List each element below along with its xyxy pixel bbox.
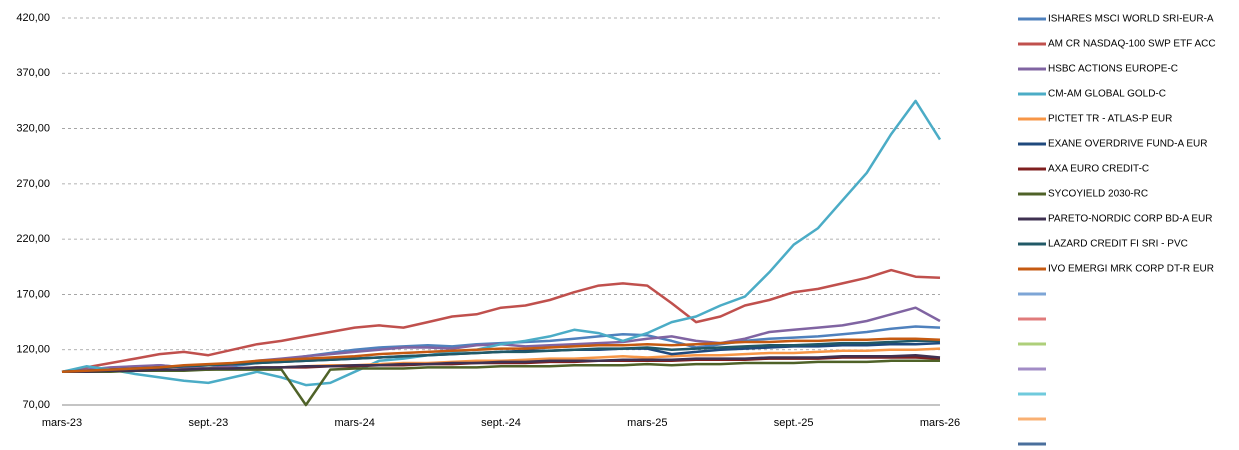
series-line	[61, 268, 941, 374]
x-tick-label: mars-25	[627, 417, 667, 429]
legend-label: IVO EMERGI MRK CORP DT-R EUR	[1048, 264, 1214, 275]
y-tick-label: 70,00	[22, 399, 50, 411]
legend-label: PARETO-NORDIC CORP BD-A EUR	[1048, 214, 1212, 225]
x-tick-label: mars-24	[334, 417, 374, 429]
series-line	[62, 353, 941, 374]
y-tick-label: 170,00	[16, 288, 50, 300]
y-tick-label: 270,00	[16, 178, 50, 190]
legend-label: ISHARES MSCI WORLD SRI-EUR-A	[1048, 14, 1214, 25]
legend-label: AM CR NASDAQ-100 SWP ETF ACC	[1048, 39, 1216, 50]
y-tick-label: 370,00	[16, 67, 50, 79]
x-tick-label: mars-23	[42, 417, 82, 429]
x-tick-label: sept.-23	[188, 417, 228, 429]
legend-label: LAZARD CREDIT FI SRI - PVC	[1048, 239, 1188, 250]
legend-label: AXA EURO CREDIT-C	[1048, 164, 1149, 175]
x-tick-label: sept.-25	[774, 417, 814, 429]
y-tick-label: 320,00	[16, 122, 50, 134]
legend-label: SYCOYIELD 2030-RC	[1048, 189, 1148, 200]
y-tick-label: 120,00	[16, 344, 50, 356]
series-line	[61, 99, 942, 387]
series-line	[61, 337, 941, 374]
y-tick-label: 220,00	[16, 233, 50, 245]
legend-label: EXANE OVERDRIVE FUND-A EUR	[1048, 139, 1207, 150]
legend: ISHARES MSCI WORLD SRI-EUR-A AM CR NASDAQ…	[1018, 14, 1216, 446]
x-tick-label: sept.-24	[481, 417, 521, 429]
legend-label: CM-AM GLOBAL GOLD-C	[1048, 89, 1166, 100]
legend-label: PICTET TR - ATLAS-P EUR	[1048, 114, 1172, 125]
y-tick-label: 420,00	[16, 12, 50, 24]
x-tick-label: mars-26	[920, 417, 960, 429]
legend-label: HSBC ACTIONS EUROPE-C	[1048, 64, 1178, 75]
